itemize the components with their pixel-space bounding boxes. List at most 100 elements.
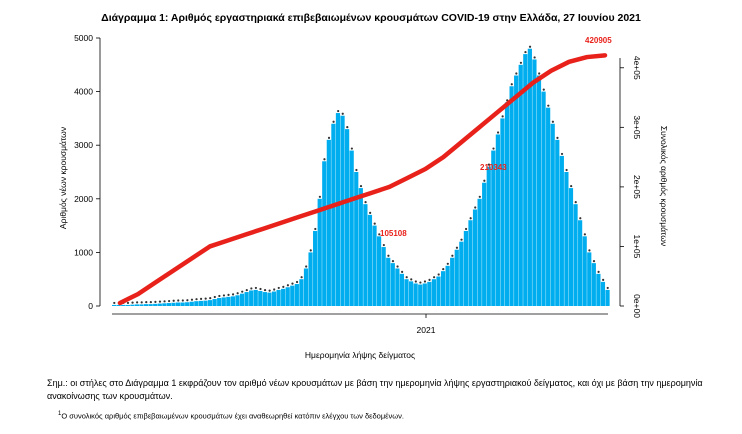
bar — [363, 204, 368, 306]
bar-point — [190, 298, 194, 301]
bar — [431, 279, 437, 306]
bar — [313, 230, 318, 306]
bar — [212, 299, 217, 306]
bar-point — [373, 222, 376, 225]
bar — [262, 292, 267, 306]
bar — [189, 301, 194, 306]
bar — [582, 236, 587, 306]
bar — [578, 220, 583, 306]
bar-point — [213, 295, 216, 299]
bar-point — [474, 206, 477, 209]
bar — [358, 188, 363, 306]
bar-point — [451, 254, 454, 257]
line-annotation: 105108 — [380, 229, 407, 238]
bar — [121, 304, 126, 306]
bar — [112, 304, 117, 306]
bar-point — [396, 265, 399, 268]
bar-point — [227, 293, 230, 296]
y-axis-label: Αριθμός νέων κρουσμάτων — [58, 127, 68, 229]
bar — [381, 247, 386, 306]
y-tick-label: 2000 — [74, 194, 93, 204]
bar-point — [318, 195, 321, 198]
bar-point — [428, 278, 431, 281]
bar — [148, 304, 153, 306]
y2-tick-label: 2e+05 — [632, 175, 642, 199]
bar — [605, 289, 610, 306]
bar-point — [455, 246, 459, 249]
bar-point — [560, 152, 564, 156]
bar — [217, 297, 222, 306]
bar — [354, 172, 359, 306]
bar — [171, 302, 176, 306]
x-tick-label: 2021 — [417, 325, 436, 335]
bar-point — [391, 260, 395, 263]
bar-point — [149, 301, 152, 304]
bar — [239, 293, 245, 306]
bar — [404, 279, 409, 306]
bar — [509, 86, 514, 307]
bar — [491, 150, 496, 306]
bar — [495, 134, 500, 306]
bar — [249, 290, 254, 306]
bar — [276, 289, 281, 306]
bar-point — [295, 280, 299, 284]
bar — [166, 303, 172, 306]
bar-point — [231, 293, 235, 296]
bar-point — [250, 287, 253, 290]
bar — [600, 281, 606, 306]
bar — [468, 220, 473, 306]
bar-point — [314, 227, 317, 231]
bar-point — [419, 281, 422, 284]
bar-point — [410, 278, 413, 281]
bar-point — [423, 280, 427, 283]
bar-point — [126, 301, 130, 305]
bar — [440, 271, 446, 306]
y2-tick-label: 1e+05 — [632, 235, 642, 259]
bar — [596, 273, 601, 306]
bar-point — [588, 249, 591, 252]
bar-point — [263, 288, 267, 292]
bar-point — [359, 184, 363, 188]
bar — [546, 107, 551, 307]
bar — [367, 214, 373, 306]
bar-point — [195, 298, 198, 301]
bar — [198, 300, 204, 306]
footnote-text: Ο συνολικός αριθμός επιβεβαιωμένων κρουσ… — [61, 411, 404, 421]
bar — [271, 291, 277, 306]
bar-point — [551, 120, 554, 123]
bar-point — [446, 262, 449, 265]
x-axis-label: Ημερομηνία λήψης δείγματος — [305, 350, 415, 360]
bar-point — [181, 299, 184, 302]
bar — [125, 304, 130, 306]
bar — [244, 292, 249, 306]
bar — [395, 268, 400, 306]
chart-note: Σημ.: οι στήλες στο Διάγραμμα 1 εκφράζου… — [47, 378, 703, 401]
bar — [326, 139, 331, 306]
bar-point — [547, 104, 550, 107]
y-tick-label: 5000 — [74, 33, 93, 43]
bar-point — [341, 112, 344, 115]
line-annotation: 210343 — [480, 163, 507, 172]
bar-point — [405, 276, 408, 279]
bar — [527, 48, 532, 306]
bar — [203, 300, 208, 306]
bar-point — [204, 297, 207, 300]
bar — [445, 265, 450, 306]
bar-point — [346, 126, 349, 129]
bar — [116, 304, 121, 306]
bar-point — [158, 300, 162, 303]
bar-point — [222, 294, 226, 297]
bar — [390, 263, 395, 306]
bar-point — [177, 299, 180, 302]
bar-series — [112, 48, 610, 307]
bar — [322, 161, 327, 306]
bar-point — [602, 278, 605, 281]
bar-point — [245, 288, 248, 292]
bar — [568, 188, 574, 306]
bar-point — [574, 201, 577, 204]
bar — [349, 150, 354, 306]
line-annotation: 420905 — [585, 36, 612, 45]
bar — [555, 139, 560, 306]
bar-point — [533, 56, 536, 59]
bar-point — [282, 285, 285, 288]
